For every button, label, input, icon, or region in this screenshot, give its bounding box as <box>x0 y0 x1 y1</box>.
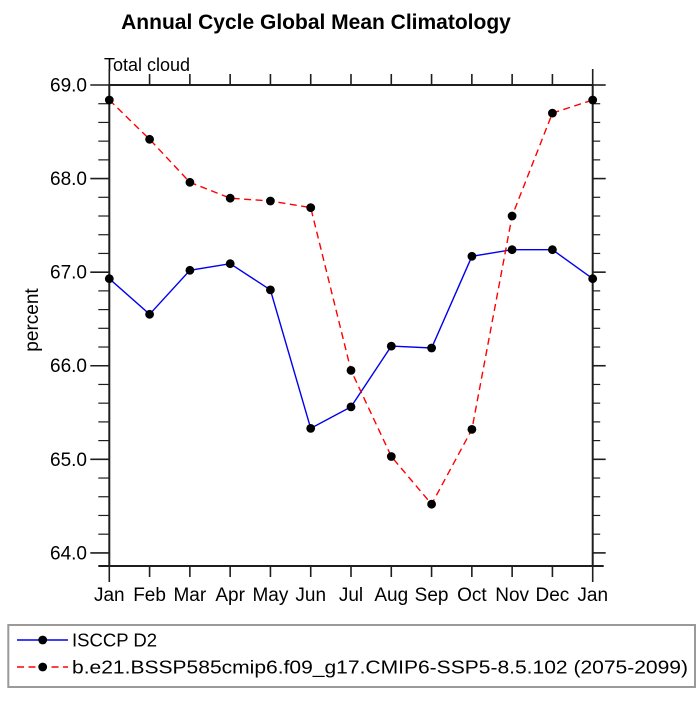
data-point-marker <box>386 452 396 461</box>
data-point-marker <box>346 366 356 375</box>
data-point-marker <box>548 108 557 118</box>
data-point-marker <box>145 309 155 319</box>
chart-title: Annual Cycle Global Mean Climatology <box>121 11 511 34</box>
data-point-marker <box>185 177 195 187</box>
legend-label-model: b.e21.BSSP585cmip6.f09_g17.CMIP6-SSP5-8.… <box>72 657 688 679</box>
data-point-marker <box>145 134 155 144</box>
data-point-marker <box>104 274 114 284</box>
x-tick-label: Jul <box>339 585 363 606</box>
data-point-marker <box>507 245 517 255</box>
legend-sample-marker-0 <box>38 635 48 645</box>
legend-label-isccp: ISCCP D2 <box>72 630 157 651</box>
y-tick-label: 65.0 <box>50 450 87 471</box>
x-tick-label: Nov <box>495 585 529 606</box>
data-point-marker <box>306 203 316 213</box>
x-tick-label: Sep <box>415 585 449 606</box>
legend-line-samples <box>17 635 68 672</box>
data-point-marker <box>588 274 598 284</box>
data-point-marker <box>185 265 195 275</box>
x-tick-label: Mar <box>173 585 206 606</box>
x-tick-label: Apr <box>215 585 245 606</box>
y-tick-label: 64.0 <box>50 543 87 564</box>
data-point-marker <box>104 95 114 105</box>
x-tick-label: Jan <box>577 585 608 606</box>
data-point-marker <box>225 193 235 203</box>
x-tick-label: Aug <box>374 585 408 606</box>
x-tick-label: Jan <box>94 585 125 606</box>
legend-sample-marker-1 <box>38 662 48 672</box>
data-point-marker <box>346 402 356 412</box>
data-point-marker <box>507 211 517 221</box>
data-point-marker <box>386 341 396 351</box>
axes-and-ticks: Jan Feb Mar Apr May Jun Jul Aug Sep Oct Nov Dec Jan 6… <box>50 69 608 606</box>
y-tick-label: 66.0 <box>50 356 87 377</box>
data-point-marker <box>588 95 598 105</box>
data-point-marker <box>266 285 275 295</box>
y-tick-label: 69.0 <box>50 76 87 97</box>
x-tick-label: Oct <box>457 585 487 606</box>
data-point-marker <box>427 343 436 353</box>
legend: ISCCP D2 b.e21.BSSP585cmip6.f09_g17.CMIP… <box>7 624 697 688</box>
x-tick-label: May <box>252 585 288 606</box>
data-point-marker <box>266 196 275 206</box>
x-tick-label: Feb <box>133 585 166 606</box>
data-point-marker <box>548 245 557 255</box>
x-tick-label: Dec <box>536 585 570 606</box>
data-point-marker <box>427 499 436 509</box>
x-tick-label: Jun <box>295 585 326 606</box>
y-axis-title: percent <box>22 288 43 352</box>
y-tick-label: 67.0 <box>50 263 87 284</box>
data-point-marker <box>467 251 477 261</box>
legend-box <box>7 624 697 688</box>
data-series <box>104 95 598 509</box>
y-tick-label: 68.0 <box>50 169 87 190</box>
data-point-marker <box>467 425 477 434</box>
data-point-marker <box>306 424 316 433</box>
chart-subtitle: Total cloud <box>104 55 190 75</box>
data-point-marker <box>225 259 235 269</box>
